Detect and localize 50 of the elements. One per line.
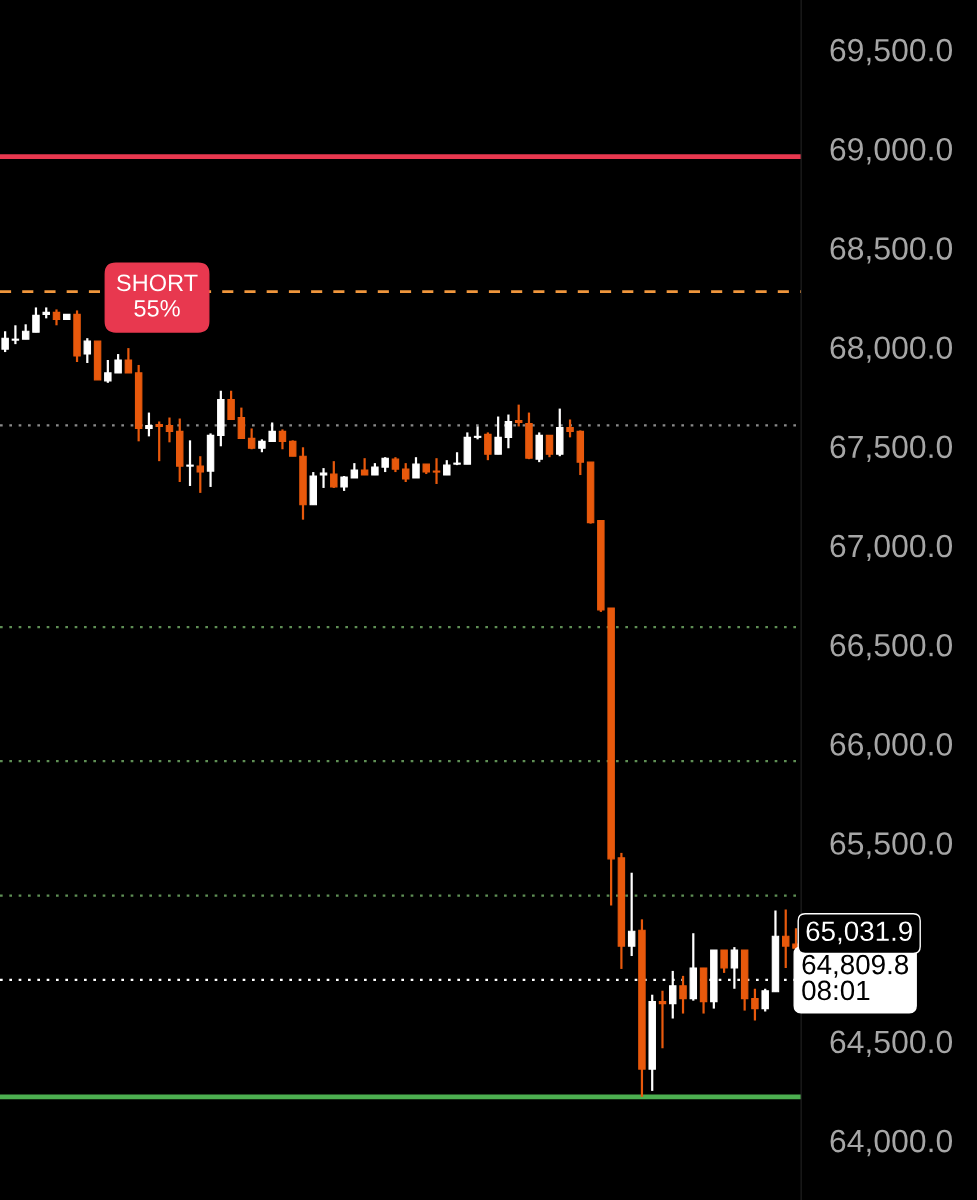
candlestick <box>679 974 687 1015</box>
candlestick <box>114 352 122 374</box>
candlestick <box>104 358 112 384</box>
candlestick <box>473 425 482 441</box>
y-tick-label: 68,500.0 <box>830 237 953 264</box>
candlestick <box>412 456 420 480</box>
candlestick <box>83 337 92 365</box>
candlestick <box>319 466 328 490</box>
y-tick-label: 68,000.0 <box>830 336 953 363</box>
candlestick <box>11 324 20 346</box>
candlestick <box>32 306 40 334</box>
y-tick-label: 64,000.0 <box>830 1129 953 1157</box>
y-tick-label: 69,500.0 <box>830 38 953 66</box>
candlestick <box>330 460 338 490</box>
annotation: SHORT 55% <box>116 274 198 317</box>
candlestick <box>165 416 174 444</box>
candlestick <box>545 434 554 459</box>
candlestick <box>268 421 276 443</box>
y-tick-label: 67,000.0 <box>830 534 953 562</box>
candlestick <box>237 406 246 440</box>
y-tick-label: 64,500.0 <box>830 1030 953 1057</box>
candlestick <box>432 457 441 486</box>
candlestick <box>535 431 543 464</box>
candlestick <box>504 413 513 450</box>
candlestick <box>720 948 728 974</box>
y-tick-label: 69,000.0 <box>830 138 953 165</box>
candlestick <box>627 871 636 958</box>
candlestick <box>484 431 492 462</box>
y-tick-label: 65,500.0 <box>830 832 953 859</box>
candlestick <box>145 411 153 438</box>
candlestick <box>751 987 759 1022</box>
candlestick <box>124 346 133 374</box>
candlestick <box>227 389 235 421</box>
text: 65,031.9 <box>806 921 912 945</box>
candlestick <box>761 987 769 1013</box>
candlestick <box>730 946 739 990</box>
candlestick <box>401 462 410 484</box>
candlestick <box>514 403 523 428</box>
candlestick <box>658 989 667 1050</box>
candlestick <box>494 415 502 456</box>
candlestick <box>196 455 205 494</box>
candlestick <box>186 439 194 488</box>
candlestick <box>278 428 287 451</box>
candlestick <box>1 330 9 354</box>
candlestick <box>155 420 163 463</box>
ref-line-label: 64,809.8 08:01 <box>802 954 909 1001</box>
y-tick-label: 66,000.0 <box>830 733 953 760</box>
candlestick <box>781 908 790 970</box>
y-tick-label: 66,500.0 <box>830 633 953 661</box>
y-tick-label: 67,500.0 <box>830 435 953 462</box>
